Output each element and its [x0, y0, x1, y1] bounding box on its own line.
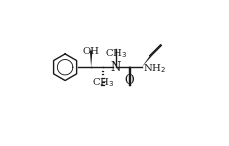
Text: OH: OH — [82, 47, 99, 56]
Polygon shape — [141, 56, 151, 67]
Text: CH$_3$: CH$_3$ — [91, 76, 113, 89]
Text: N: N — [110, 61, 120, 74]
Polygon shape — [90, 51, 92, 67]
Text: CH$_3$: CH$_3$ — [104, 47, 126, 60]
Text: O: O — [123, 74, 133, 87]
Text: NH$_2$: NH$_2$ — [142, 62, 165, 75]
